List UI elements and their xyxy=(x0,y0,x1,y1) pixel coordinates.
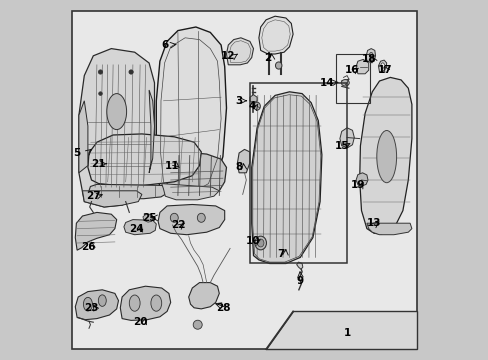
Text: 1: 1 xyxy=(343,328,350,338)
Polygon shape xyxy=(359,77,411,234)
Polygon shape xyxy=(188,283,219,309)
Polygon shape xyxy=(296,262,302,269)
Text: 28: 28 xyxy=(215,303,230,313)
Text: 12: 12 xyxy=(221,51,235,61)
Text: 9: 9 xyxy=(296,276,303,286)
Polygon shape xyxy=(339,128,354,148)
Polygon shape xyxy=(237,149,249,173)
Text: 8: 8 xyxy=(235,162,242,172)
Polygon shape xyxy=(167,152,226,197)
Polygon shape xyxy=(355,59,368,74)
Ellipse shape xyxy=(193,320,202,329)
Polygon shape xyxy=(366,49,375,63)
Polygon shape xyxy=(142,214,153,222)
Polygon shape xyxy=(89,184,167,199)
Ellipse shape xyxy=(380,63,384,68)
Polygon shape xyxy=(79,101,88,173)
Polygon shape xyxy=(265,311,416,349)
Ellipse shape xyxy=(106,94,126,130)
Text: 6: 6 xyxy=(162,40,168,50)
Text: 26: 26 xyxy=(81,242,95,252)
Polygon shape xyxy=(355,173,367,186)
Text: 3: 3 xyxy=(235,96,242,106)
Ellipse shape xyxy=(98,70,102,74)
Ellipse shape xyxy=(99,92,102,95)
Ellipse shape xyxy=(98,295,106,306)
Bar xyxy=(336,54,370,103)
Polygon shape xyxy=(82,191,142,207)
Text: 18: 18 xyxy=(361,54,375,64)
Ellipse shape xyxy=(197,213,205,222)
Ellipse shape xyxy=(129,295,140,311)
Polygon shape xyxy=(75,212,117,250)
Text: 4: 4 xyxy=(247,101,255,111)
Ellipse shape xyxy=(151,295,162,311)
Polygon shape xyxy=(158,204,224,235)
Polygon shape xyxy=(226,38,253,65)
Text: 15: 15 xyxy=(334,141,348,151)
Polygon shape xyxy=(88,134,201,185)
Text: 25: 25 xyxy=(142,213,156,223)
Text: 17: 17 xyxy=(377,65,391,75)
Ellipse shape xyxy=(275,62,282,69)
Text: 2: 2 xyxy=(264,53,271,63)
Ellipse shape xyxy=(376,131,396,183)
Polygon shape xyxy=(366,223,411,235)
Polygon shape xyxy=(156,27,226,198)
Ellipse shape xyxy=(129,70,133,74)
Ellipse shape xyxy=(257,239,264,247)
Text: 7: 7 xyxy=(276,249,284,259)
Bar xyxy=(249,83,346,263)
Polygon shape xyxy=(258,16,292,54)
Text: 22: 22 xyxy=(170,220,185,230)
Polygon shape xyxy=(249,95,257,103)
Text: 5: 5 xyxy=(73,148,81,158)
Ellipse shape xyxy=(368,53,372,58)
Text: 24: 24 xyxy=(129,224,143,234)
Text: 23: 23 xyxy=(84,303,99,313)
Polygon shape xyxy=(120,286,170,320)
Polygon shape xyxy=(123,220,156,235)
Polygon shape xyxy=(79,49,154,207)
Text: 21: 21 xyxy=(91,159,106,169)
Ellipse shape xyxy=(170,213,178,222)
Text: 19: 19 xyxy=(350,180,365,190)
Polygon shape xyxy=(378,60,386,72)
Ellipse shape xyxy=(341,80,348,86)
Polygon shape xyxy=(162,184,219,200)
Ellipse shape xyxy=(253,102,260,110)
Text: 14: 14 xyxy=(319,78,334,88)
Text: 10: 10 xyxy=(246,236,260,246)
Text: 13: 13 xyxy=(366,218,381,228)
Ellipse shape xyxy=(254,236,266,250)
Polygon shape xyxy=(251,92,321,264)
Text: 16: 16 xyxy=(345,65,359,75)
Ellipse shape xyxy=(83,297,92,311)
Text: 20: 20 xyxy=(133,317,147,327)
Polygon shape xyxy=(149,90,154,173)
Polygon shape xyxy=(75,290,118,320)
Text: 11: 11 xyxy=(165,161,180,171)
Text: 27: 27 xyxy=(86,191,101,201)
